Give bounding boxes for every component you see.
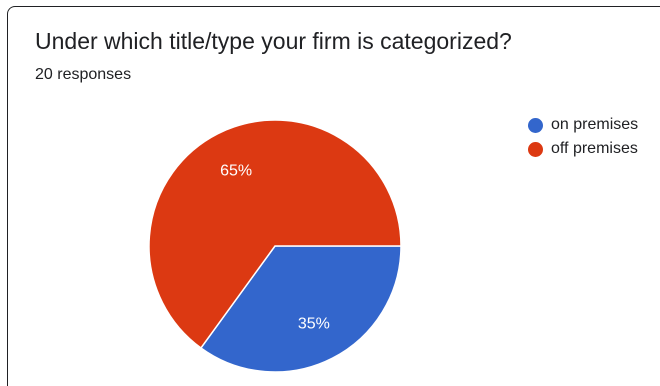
legend-label: off premises — [551, 140, 638, 157]
legend-swatch-icon — [528, 117, 543, 133]
pie-slice-off-premises[interactable] — [148, 119, 402, 349]
response-count: 20 responses — [35, 66, 132, 83]
legend-label: on premises — [551, 116, 639, 133]
slice-label-off-premises: 65% — [220, 163, 252, 180]
pie-chart: 35% 65% — [148, 119, 402, 373]
chart-legend: on premises off premises — [528, 113, 638, 161]
legend-item-on-premises[interactable]: on premises — [528, 113, 638, 137]
legend-swatch-icon — [528, 141, 543, 157]
pie-slice-on-premises[interactable] — [199, 245, 402, 373]
chart-title: Under which title/type your firm is cate… — [35, 28, 512, 54]
legend-item-off-premises[interactable]: off premises — [528, 137, 638, 161]
slice-label-on-premises: 35% — [298, 315, 330, 332]
